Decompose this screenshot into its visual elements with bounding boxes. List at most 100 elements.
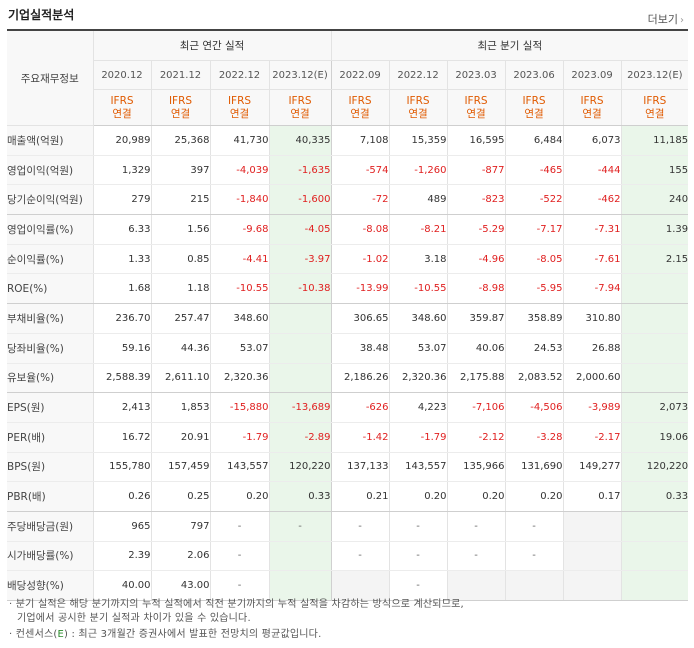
table-cell: -522: [504, 184, 564, 216]
table-cell: 16.72: [93, 422, 151, 453]
row-label: 영업이익률(%): [7, 214, 94, 245]
table-cell: 489: [388, 184, 448, 216]
table-cell: 2,320.36: [388, 363, 448, 394]
table-cell: [446, 570, 506, 601]
table-cell: -1.02: [330, 244, 390, 275]
table-cell: [620, 273, 689, 305]
table-cell: 0.25: [150, 481, 210, 512]
table-cell: 358.89: [504, 303, 564, 334]
row-label: PER(배): [7, 422, 94, 453]
table-cell: 59.16: [93, 333, 151, 364]
table-cell: -: [330, 511, 390, 542]
section-title: 기업실적분석: [8, 8, 75, 22]
table-cell: [268, 333, 332, 364]
table-cell: -: [388, 511, 448, 542]
table-cell: 157,459: [150, 452, 210, 483]
table-cell: -8.08: [330, 214, 390, 245]
table-cell: -823: [446, 184, 506, 216]
table-row: 영업이익률(%) 6.33 1.56 -9.68 -4.05 -8.08 -8.21 -5.2…: [7, 214, 689, 245]
table-row: 매출액(억원) 20,989 25,368 41,730 40,335 7,108 15,3…: [7, 125, 689, 156]
ifrs-consolidated-header: IFRS 연결: [388, 89, 448, 126]
row-label: BPS(원): [7, 452, 94, 483]
table-cell: -: [388, 570, 448, 601]
table-cell: 131,690: [504, 452, 564, 483]
table-cell: 1,853: [150, 392, 210, 423]
table-cell: 15,359: [388, 125, 448, 156]
table-cell: 240: [620, 184, 689, 216]
ifrs-consolidated-header: IFRS 연결: [562, 89, 622, 126]
table-cell: 41,730: [209, 125, 269, 156]
table-cell: 43.00: [150, 570, 210, 601]
period-header: 2022.12: [209, 60, 269, 90]
ifrs-consolidated-header: IFRS 연결: [620, 89, 689, 126]
table-cell: [268, 303, 332, 334]
ifrs-label: IFRS: [168, 94, 193, 107]
table-cell: -3,989: [562, 392, 622, 423]
table-cell: -7.61: [562, 244, 622, 275]
table-cell: 2,175.88: [446, 363, 506, 394]
table-cell: 20,989: [93, 125, 151, 156]
row-label: 순이익률(%): [7, 244, 94, 275]
table-cell: -3.97: [268, 244, 332, 275]
table-cell: -465: [504, 155, 564, 186]
table-cell: 2,611.10: [150, 363, 210, 394]
table-row: 영업이익(억원) 1,329 397 -4,039 -1,635 -574 -1,260 -8…: [7, 155, 689, 186]
table-cell: -: [330, 541, 390, 572]
table-cell: -1,840: [209, 184, 269, 216]
table-cell: 6.33: [93, 214, 151, 245]
table-cell: 359.87: [446, 303, 506, 334]
ifrs-label: IFRS: [406, 94, 430, 107]
row-label: ROE(%): [7, 273, 94, 305]
table-cell: [562, 570, 622, 601]
table-cell: 2,000.60: [562, 363, 622, 394]
table-cell: -9.68: [209, 214, 269, 245]
chevron-right-icon: ›: [680, 15, 684, 26]
table-cell: 348.60: [209, 303, 269, 334]
note-line-2: 기업에서 공시한 분기 실적과 차이가 있을 수 있습니다.: [17, 613, 251, 624]
table-cell: 797: [150, 511, 210, 542]
table-cell: [268, 570, 332, 601]
table-cell: 965: [93, 511, 151, 542]
table-cell: -10.55: [209, 273, 269, 305]
table-row: BPS(원) 155,780 157,459 143,557 120,220 137,13…: [7, 452, 689, 483]
ifrs-consolidated-header: IFRS 연결: [93, 89, 151, 126]
table-cell: 2.15: [620, 244, 689, 275]
ifrs-consolidated-header: IFRS 연결: [330, 89, 390, 126]
ifrs-label: IFRS: [580, 94, 604, 107]
table-cell: 0.20: [209, 481, 269, 512]
table-cell: 279: [93, 184, 151, 216]
table-cell: 40,335: [268, 125, 332, 156]
table-cell: -: [209, 570, 269, 601]
table-cell: 24.53: [504, 333, 564, 364]
table-cell: 44.36: [150, 333, 210, 364]
table-cell: 155: [620, 155, 689, 186]
table-cell: 120,220: [620, 452, 689, 483]
table-cell: -4.05: [268, 214, 332, 245]
table-cell: 1.68: [93, 273, 151, 305]
table-cell: -1,635: [268, 155, 332, 186]
table-cell: -2.12: [446, 422, 506, 453]
table-cell: 0.20: [504, 481, 564, 512]
table-cell: -574: [330, 155, 390, 186]
more-link[interactable]: 더보기 ›: [648, 11, 684, 27]
label-header: 주요재무정보: [7, 30, 94, 126]
table-cell: -: [268, 511, 332, 542]
table-cell: [268, 541, 332, 572]
table-cell: 40.00: [93, 570, 151, 601]
table-cell: [562, 511, 622, 542]
period-header: 2021.12: [150, 60, 210, 90]
period-header: 2023.03: [446, 60, 506, 90]
table-cell: 4,223: [388, 392, 448, 423]
table-cell: [330, 570, 390, 601]
row-label: 배당성향(%): [7, 570, 94, 601]
table-cell: -3.28: [504, 422, 564, 453]
table-cell: 306.65: [330, 303, 390, 334]
period-header: 2023.06: [504, 60, 564, 90]
table-cell: 2,413: [93, 392, 151, 423]
table-cell: -5.29: [446, 214, 506, 245]
table-cell: -7.94: [562, 273, 622, 305]
table-cell: -13.99: [330, 273, 390, 305]
table-cell: 3.18: [388, 244, 448, 275]
ifrs-label: IFRS: [288, 94, 312, 107]
table-cell: 2,186.26: [330, 363, 390, 394]
